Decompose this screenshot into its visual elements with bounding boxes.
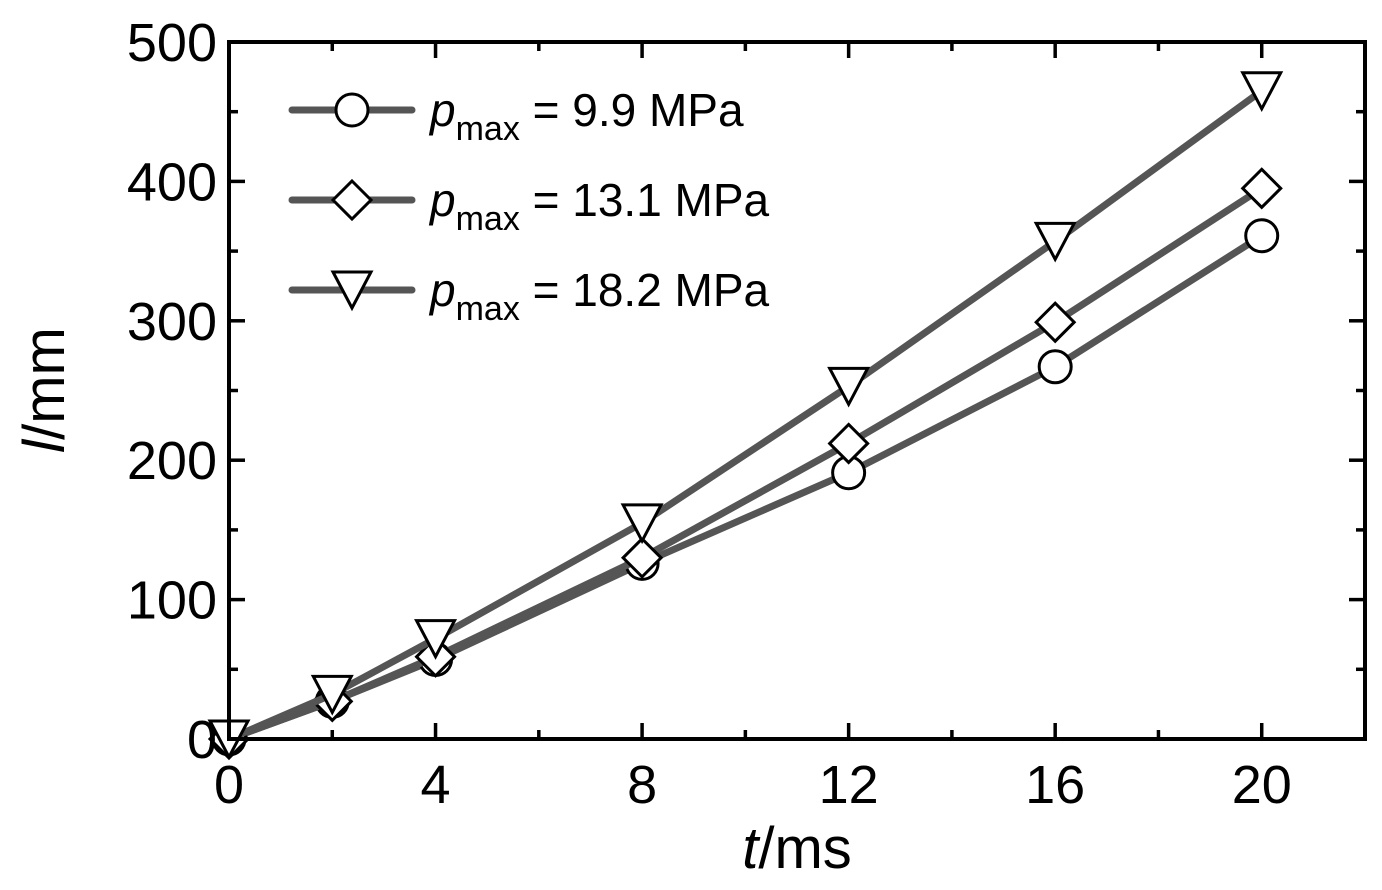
data-point (1037, 349, 1073, 385)
data-point (827, 422, 870, 465)
y-tick-label: 300 (127, 292, 217, 352)
data-point (1244, 218, 1280, 254)
legend-label: pmax = 13.1 MPa (428, 174, 770, 238)
series-3 (207, 71, 1284, 761)
legend-marker (330, 270, 374, 312)
legend-label-value: = 18.2 MPa (520, 264, 770, 316)
legend-marker (334, 92, 370, 128)
x-tick-label: 12 (819, 755, 879, 815)
data-point (620, 536, 664, 579)
series-layer (207, 71, 1284, 761)
series-2 (207, 167, 1283, 761)
legend-item-3: pmax = 18.2 MPa (288, 264, 770, 328)
x-tick-label: 8 (627, 755, 657, 815)
x-axis-title-unit: /ms (758, 816, 851, 881)
legend-label-value: = 13.1 MPa (520, 174, 770, 226)
data-point (620, 503, 664, 545)
y-tick-label: 0 (187, 710, 217, 770)
legend-item-1: pmax = 9.9 MPa (288, 84, 744, 148)
legend-label-sub: max (456, 290, 520, 328)
y-axis-title-unit: /mm (12, 327, 77, 440)
legend-label-sub: max (456, 110, 520, 148)
legend-label-p: p (428, 264, 456, 316)
legend-label-value: = 9.9 MPa (520, 84, 744, 136)
y-axis-title: l/mm (12, 327, 77, 453)
data-point (310, 674, 354, 716)
data-point (1034, 301, 1077, 344)
x-tick-label: 16 (1025, 755, 1085, 815)
x-tick-label: 0 (214, 755, 244, 815)
legend-label-p: p (428, 174, 456, 226)
x-tick-label: 4 (421, 755, 451, 815)
legend-label: pmax = 18.2 MPa (428, 264, 770, 328)
data-point (414, 619, 458, 660)
y-tick-label: 100 (127, 571, 217, 631)
data-point (1240, 71, 1284, 113)
legend-item-2: pmax = 13.1 MPa (288, 174, 770, 238)
x-tick-label: 20 (1232, 755, 1292, 815)
legend-label-p: p (428, 84, 456, 136)
data-point (827, 366, 871, 408)
data-point (1033, 221, 1077, 263)
legend-marker (330, 178, 374, 222)
legend-label: pmax = 9.9 MPa (428, 84, 744, 148)
x-axis-title-italic: t (742, 816, 761, 881)
x-axis-title: t/ms (742, 816, 852, 881)
legend-label-sub: max (456, 200, 520, 238)
plot-frame (227, 40, 1367, 741)
data-point (1240, 167, 1283, 210)
y-tick-label: 200 (127, 431, 217, 491)
y-axis-title-italic: l (12, 438, 77, 453)
y-tick-label: 400 (127, 152, 217, 212)
y-tick-label: 500 (127, 13, 217, 73)
